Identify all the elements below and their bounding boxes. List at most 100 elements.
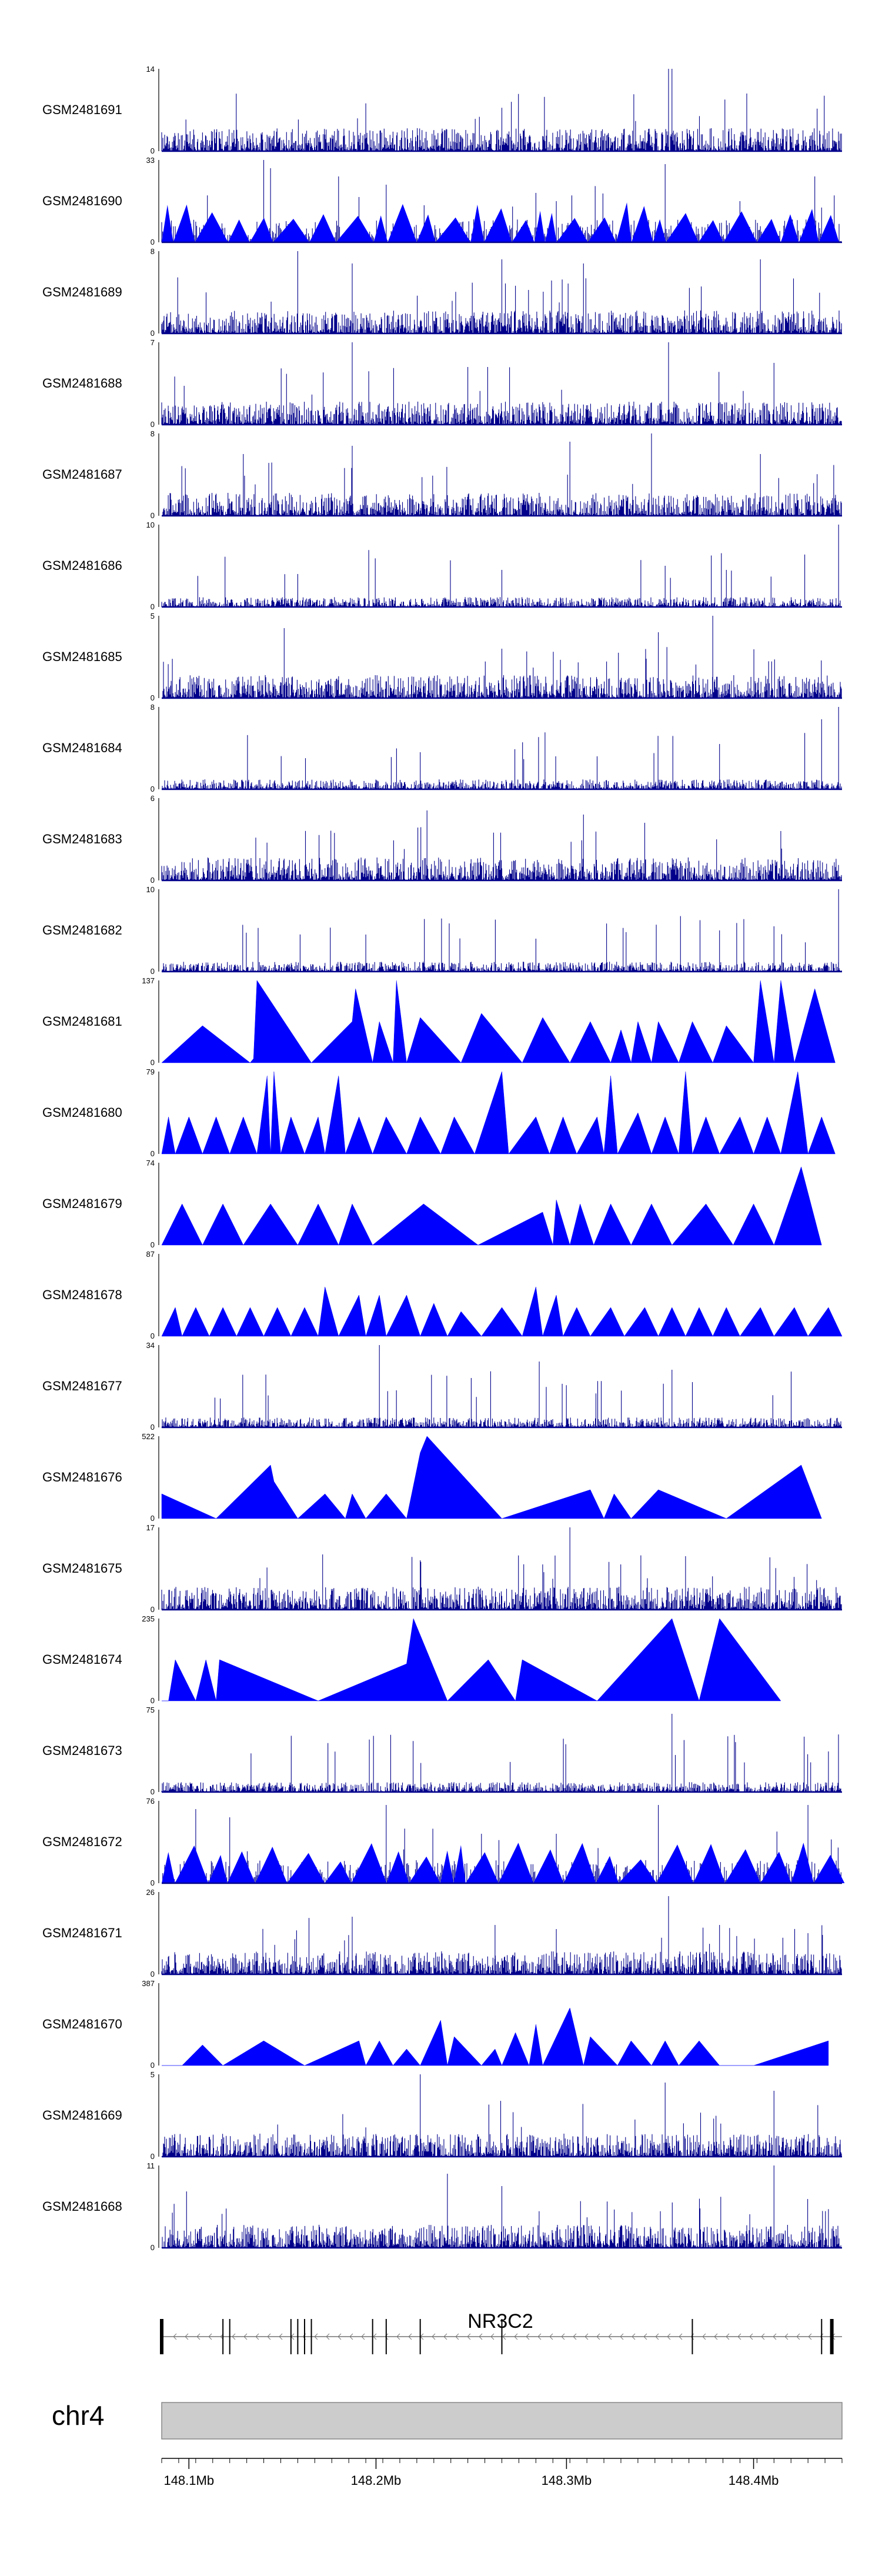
- track-label: GSM2481675: [42, 1561, 122, 1576]
- track-label: GSM2481676: [42, 1470, 122, 1484]
- track-label: GSM2481673: [42, 1743, 122, 1758]
- track-label: GSM2481691: [42, 102, 122, 117]
- x-axis: 148.1Mb 148.2Mb 148.3Mb 148.4Mb: [161, 2458, 843, 2488]
- y-min-label: 0: [151, 967, 155, 976]
- y-min-label: 0: [151, 1332, 155, 1340]
- strand-arrow: [455, 2333, 459, 2340]
- strand-arrow: [526, 2333, 530, 2340]
- y-max-label: 5: [151, 612, 155, 620]
- strand-arrow: [432, 2333, 436, 2340]
- y-min-label: 0: [151, 876, 155, 885]
- y-max-label: 522: [142, 1432, 155, 1441]
- strand-arrow: [408, 2333, 412, 2340]
- track-GSM2481673: GSM2481673 75 0: [42, 1706, 842, 1796]
- track-label: GSM2481674: [42, 1652, 122, 1667]
- y-min-label: 0: [151, 1514, 155, 1523]
- track-GSM2481682: GSM2481682 10 0: [42, 885, 842, 976]
- strand-arrow: [761, 2333, 765, 2340]
- strand-arrow: [784, 2333, 789, 2340]
- y-min-label: 0: [151, 1696, 155, 1705]
- coverage-bars: [161, 2165, 842, 2248]
- strand-arrow: [326, 2333, 330, 2340]
- chromosome-track: chr4: [52, 2400, 843, 2440]
- coverage-bars: [161, 2074, 842, 2157]
- track-label: GSM2481690: [42, 193, 122, 208]
- strand-arrow: [255, 2333, 259, 2340]
- y-max-label: 26: [146, 1888, 155, 1897]
- strand-arrow: [737, 2333, 741, 2340]
- strand-arrow: [773, 2333, 777, 2340]
- strand-arrow: [232, 2333, 236, 2340]
- strand-arrow: [726, 2333, 730, 2340]
- strand-arrow: [643, 2333, 647, 2340]
- strand-arrow: [714, 2333, 718, 2340]
- strand-arrow: [361, 2333, 365, 2340]
- track-GSM2481678: GSM2481678 87 0: [42, 1250, 843, 1340]
- strand-arrow: [679, 2333, 683, 2340]
- y-min-label: 0: [151, 693, 155, 702]
- coverage-bars: [161, 525, 842, 607]
- strand-arrow: [820, 2333, 824, 2340]
- strand-arrow: [385, 2333, 389, 2340]
- track-GSM2481687: GSM2481687 8 0: [42, 429, 842, 520]
- strand-arrow: [514, 2333, 518, 2340]
- coverage-bars: [161, 1714, 842, 1792]
- y-min-label: 0: [151, 1878, 155, 1887]
- strand-arrow: [608, 2333, 612, 2340]
- coverage-bars: [161, 251, 842, 333]
- coverage-bars: [161, 889, 842, 972]
- y-min-label: 0: [151, 1605, 155, 1614]
- coverage-bars: [161, 1896, 842, 1974]
- y-max-label: 17: [146, 1523, 155, 1532]
- y-min-label: 0: [151, 238, 155, 246]
- track-label: GSM2481689: [42, 285, 122, 299]
- y-min-label: 0: [151, 602, 155, 611]
- strand-arrow: [490, 2333, 495, 2340]
- track-label: GSM2481677: [42, 1379, 122, 1393]
- coverage-area: [162, 2007, 829, 2066]
- y-max-label: 235: [142, 1614, 155, 1623]
- track-GSM2481691: GSM2481691 14 0: [42, 65, 842, 155]
- strand-arrow: [632, 2333, 636, 2340]
- strand-arrow: [208, 2333, 212, 2340]
- strand-arrow: [549, 2333, 553, 2340]
- chromosome-ideogram: [161, 2402, 843, 2440]
- coverage-area: [162, 1618, 781, 1701]
- track-GSM2481676: GSM2481676 522 0: [42, 1432, 822, 1523]
- strand-arrow: [808, 2333, 812, 2340]
- strand-arrow: [573, 2333, 577, 2340]
- strand-arrow: [796, 2333, 800, 2340]
- track-label: GSM2481672: [42, 1834, 122, 1849]
- y-max-label: 34: [146, 1341, 155, 1350]
- strand-arrow: [655, 2333, 659, 2340]
- coverage-area: [162, 202, 839, 242]
- y-max-label: 10: [146, 520, 155, 529]
- y-min-label: 0: [151, 420, 155, 429]
- track-GSM2481690: GSM2481690 33 0: [42, 156, 842, 246]
- strand-arrow: [185, 2333, 189, 2340]
- coverage-area: [162, 1843, 845, 1883]
- strand-arrow: [173, 2333, 177, 2340]
- gene-track: NR3C2: [160, 2310, 842, 2354]
- track-GSM2481681: GSM2481681 137 0: [42, 976, 836, 1067]
- strand-arrow: [373, 2333, 377, 2340]
- y-max-label: 137: [142, 976, 155, 985]
- track-label: GSM2481684: [42, 740, 122, 755]
- track-GSM2481680: GSM2481680 79 0: [42, 1067, 836, 1158]
- track-GSM2481675: GSM2481675 17 0: [42, 1523, 842, 1614]
- y-min-label: 0: [151, 785, 155, 793]
- y-max-label: 14: [146, 65, 155, 74]
- strand-arrow: [279, 2333, 283, 2340]
- coverage-bars: [161, 1345, 841, 1427]
- y-min-label: 0: [151, 1240, 155, 1249]
- track-label: GSM2481686: [42, 558, 122, 573]
- track-GSM2481685: GSM2481685 5 0: [42, 612, 842, 702]
- coverage-tracks: GSM2481691140GSM2481690330GSM248168980GS…: [42, 65, 845, 2252]
- strand-arrow: [561, 2333, 565, 2340]
- y-min-label: 0: [151, 2152, 155, 2161]
- coverage-bars: [161, 69, 842, 151]
- track-GSM2481689: GSM2481689 8 0: [42, 247, 842, 338]
- y-max-label: 74: [146, 1159, 155, 1167]
- strand-arrow: [243, 2333, 248, 2340]
